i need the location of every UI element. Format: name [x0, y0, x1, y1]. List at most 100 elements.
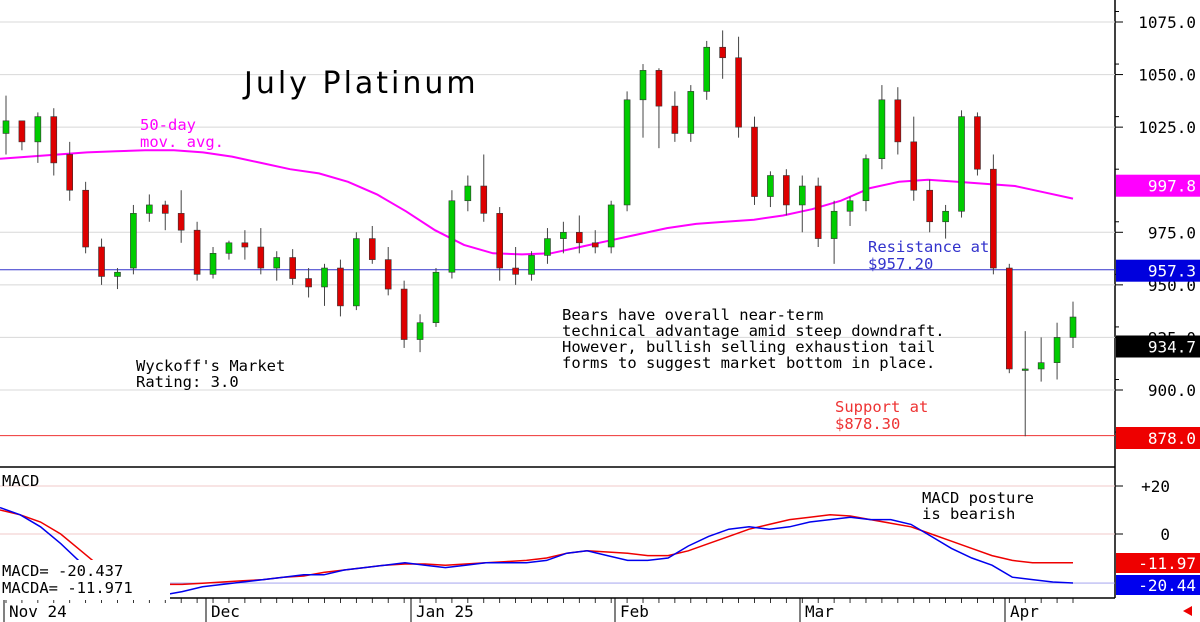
commentary-line3: However, bullish selling exhaustion tail: [562, 338, 935, 356]
current-value-tag: [1116, 174, 1200, 197]
candle-body: [480, 185, 488, 214]
candle-body: [305, 278, 312, 288]
candle-body: [751, 126, 758, 197]
candle-body: [66, 154, 74, 191]
candle-body: [783, 175, 790, 206]
scroll-left-arrow-icon[interactable]: [1183, 606, 1192, 616]
macd-readout: MACD= -20.437: [2, 562, 123, 580]
macd-value-text: -20.44: [1138, 576, 1196, 595]
candle-body: [623, 99, 631, 206]
candle-body: [576, 231, 583, 244]
current-value-tag: [1116, 427, 1200, 449]
macda-readout: MACDA= -11.971: [2, 579, 133, 597]
macd-panel-title: MACD: [2, 472, 39, 490]
price-tick-label: 1050.0: [1138, 66, 1196, 85]
moving-average-layer: [0, 149, 1074, 256]
candle-body: [384, 259, 392, 290]
candle-body: [719, 46, 726, 59]
candle-body: [687, 91, 695, 134]
candle-body: [1069, 316, 1077, 338]
commentary-line2: technical advantage amid steep downdraft…: [562, 322, 945, 340]
candle-body: [82, 189, 89, 248]
candle-body: [671, 105, 679, 134]
macd-value-tag: [1116, 575, 1200, 595]
moving-average-line: [0, 149, 1074, 256]
candle-body: [416, 322, 424, 340]
price-tick-label: 900.0: [1148, 381, 1196, 400]
support-label-line2: $878.30: [835, 415, 900, 433]
candle-body: [161, 204, 169, 214]
candle-body: [1037, 362, 1045, 370]
candle-body: [560, 231, 567, 239]
candle-body: [114, 271, 121, 277]
macda-line: [0, 509, 1074, 586]
candle-body: [368, 238, 376, 260]
candle-body: [655, 70, 663, 107]
date-tick-label: Apr: [1010, 602, 1039, 621]
candle-body: [544, 238, 551, 256]
macd-line: [0, 506, 1074, 596]
date-tick-label: Dec: [211, 602, 240, 621]
candle-body: [337, 267, 344, 307]
candle-body: [926, 189, 933, 223]
candle-body: [496, 213, 503, 269]
price-tick-label: 975.0: [1148, 223, 1196, 242]
candle-body: [193, 229, 201, 275]
candle-body: [990, 168, 997, 269]
current-value-text: 997.8: [1148, 177, 1196, 196]
candle-body: [846, 200, 854, 212]
current-value-text: 957.3: [1148, 262, 1196, 281]
candle-body: [130, 213, 137, 269]
price-tick-label: 1075.0: [1138, 13, 1196, 32]
candle-body: [50, 116, 58, 164]
macd-value-text: -11.97: [1138, 554, 1196, 573]
levels-layer: [0, 269, 1115, 437]
current-value-tag: [1116, 335, 1200, 358]
candle-body: [958, 116, 965, 212]
macd-tick-label: +20: [1141, 477, 1170, 496]
candle-body: [177, 213, 185, 231]
candle-body: [209, 253, 217, 275]
candle-body: [98, 246, 105, 277]
date-axis-ticks: Nov 24 Dec Jan 25 Feb Mar Apr: [3, 598, 1074, 622]
price-gridlines: [0, 21, 1115, 391]
candle-body: [1005, 267, 1013, 370]
candle-body: [18, 120, 26, 143]
candles-layer: [2, 30, 1077, 437]
candle-body: [942, 210, 949, 223]
candle-body: [591, 242, 599, 248]
candle-body: [974, 116, 981, 170]
rating-line1: Wyckoff's Market: [136, 357, 285, 375]
date-tick-label: Nov 24: [9, 602, 67, 621]
candle-body: [289, 257, 296, 279]
macd-note-line1: MACD posture: [922, 489, 1034, 507]
candle-body: [607, 204, 615, 248]
support-label-line1: Support at: [835, 398, 928, 416]
candle-body: [1053, 337, 1061, 363]
candle-body: [735, 57, 742, 128]
ma-label-line2: mov. avg.: [140, 133, 224, 151]
current-value-tag: [1116, 259, 1200, 282]
candle-body: [273, 257, 281, 269]
ma-label-line1: 50-day: [140, 116, 196, 134]
date-tick-label: Jan 25: [416, 602, 474, 621]
chart-title: July Platinum: [242, 66, 479, 101]
candle-body: [34, 116, 42, 143]
candle-body: [798, 185, 806, 206]
commentary-line1: Bears have overall near-term: [562, 306, 823, 324]
candle-body: [1021, 368, 1029, 371]
candle-body: [321, 267, 328, 288]
date-tick-label: Feb: [620, 602, 649, 621]
resistance-label-line2: $957.20: [868, 255, 933, 273]
candle-body: [400, 288, 408, 340]
date-tick-label: Mar: [805, 602, 834, 621]
candle-body: [878, 99, 886, 159]
current-value-tags: 997.8 957.3 934.7 878.0 -11.97 -20.44: [1116, 174, 1200, 595]
price-tick-label: 1025.0: [1138, 118, 1196, 137]
candle-body: [703, 46, 711, 92]
candle-body: [241, 242, 249, 248]
candle-body: [448, 200, 456, 273]
rating-line2: Rating: 3.0: [136, 373, 239, 391]
macd-readout-box: [0, 560, 170, 600]
candle-body: [464, 185, 472, 202]
